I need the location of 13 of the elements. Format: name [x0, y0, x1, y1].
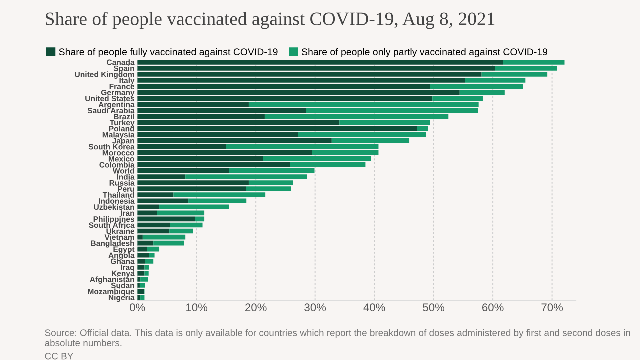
x-tick-label: 50%	[423, 304, 445, 312]
chart-title: Share of people vaccinated against COVID-19, Aug 8, 2021	[46, 12, 495, 30]
x-tick-label: 20%	[246, 304, 267, 312]
text: CC BY	[45, 353, 74, 360]
x-tick-label: 30%	[304, 304, 326, 312]
legend-label: Share of people only partly vaccinated against COVID-19	[302, 48, 548, 58]
legend-label: Share of people fully vaccinated against COVID-19	[59, 48, 278, 58]
x-tick-label: 0%	[130, 304, 146, 312]
x-tick-label: 40%	[364, 304, 386, 312]
source-note: Source: Official data. This data is only available for countries which report the breakdown of doses administered by first and second doses in absolute numbers.	[45, 329, 630, 347]
x-tick-label: 60%	[482, 304, 504, 312]
x-tick-label: 70%	[542, 304, 564, 312]
x-tick-label: 10%	[186, 304, 208, 312]
